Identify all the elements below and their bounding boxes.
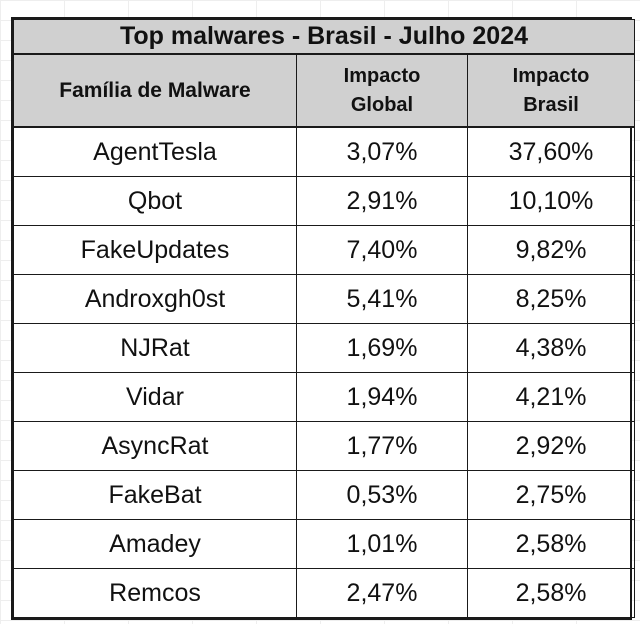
cell-global-impact[interactable]: 2,91% (296, 176, 468, 226)
cell-family[interactable]: Qbot (13, 176, 297, 226)
cell-brasil-impact[interactable]: 2,75% (466, 470, 636, 520)
cell-brasil-impact[interactable]: 4,38% (466, 323, 636, 373)
cell-family[interactable]: Vidar (13, 372, 297, 422)
header-brasil-line1: Impacto (512, 64, 590, 87)
cell-global-impact[interactable]: 1,94% (296, 372, 468, 422)
table-row: Amadey 1,01% 2,58% (13, 519, 636, 569)
table-row: AsyncRat 1,77% 2,92% (13, 421, 636, 471)
cell-brasil-impact[interactable]: 2,58% (466, 568, 636, 618)
table-row: Remcos 2,47% 2,58% (13, 568, 636, 618)
table-row: FakeUpdates 7,40% 9,82% (13, 225, 636, 275)
table-row: Qbot 2,91% 10,10% (13, 176, 636, 226)
table-row: Androxgh0st 5,41% 8,25% (13, 274, 636, 324)
header-global-line2: Global (350, 93, 414, 116)
header-global-line1: Impacto (343, 64, 421, 87)
cell-brasil-impact[interactable]: 2,58% (466, 519, 636, 569)
header-family-label: Família de Malware (59, 79, 251, 102)
cell-brasil-impact[interactable]: 37,60% (466, 126, 636, 177)
cell-family[interactable]: Amadey (13, 519, 297, 569)
header-global-impact[interactable]: Impacto Global (296, 53, 468, 128)
malware-table: Top malwares - Brasil - Julho 2024 Famíl… (12, 19, 636, 618)
cell-global-impact[interactable]: 0,53% (296, 470, 468, 520)
header-family[interactable]: Família de Malware (13, 53, 297, 128)
cell-family[interactable]: AsyncRat (13, 421, 297, 471)
cell-global-impact[interactable]: 2,47% (296, 568, 468, 618)
table-row: AgentTesla 3,07% 37,60% (13, 126, 636, 177)
cell-family[interactable]: AgentTesla (13, 126, 297, 177)
table-row: FakeBat 0,53% 2,75% (13, 470, 636, 520)
table-title[interactable]: Top malwares - Brasil - Julho 2024 (12, 19, 636, 55)
cell-family[interactable]: FakeUpdates (13, 225, 297, 275)
cell-brasil-impact[interactable]: 9,82% (466, 225, 636, 275)
cell-family[interactable]: Remcos (13, 568, 297, 618)
header-brasil-impact[interactable]: Impacto Brasil (466, 53, 636, 128)
cell-brasil-impact[interactable]: 8,25% (466, 274, 636, 324)
cell-brasil-impact[interactable]: 10,10% (466, 176, 636, 226)
table-row: Vidar 1,94% 4,21% (13, 372, 636, 422)
cell-brasil-impact[interactable]: 2,92% (466, 421, 636, 471)
cell-global-impact[interactable]: 3,07% (296, 126, 468, 177)
cell-family[interactable]: Androxgh0st (13, 274, 297, 324)
cell-brasil-impact[interactable]: 4,21% (466, 372, 636, 422)
header-brasil-line2: Brasil (523, 93, 579, 116)
cell-global-impact[interactable]: 1,01% (296, 519, 468, 569)
cell-global-impact[interactable]: 1,77% (296, 421, 468, 471)
cell-family[interactable]: NJRat (13, 323, 297, 373)
cell-global-impact[interactable]: 1,69% (296, 323, 468, 373)
malware-table-container: Top malwares - Brasil - Julho 2024 Famíl… (11, 17, 636, 620)
cell-global-impact[interactable]: 7,40% (296, 225, 468, 275)
table-row: NJRat 1,69% 4,38% (13, 323, 636, 373)
cell-global-impact[interactable]: 5,41% (296, 274, 468, 324)
cell-family[interactable]: FakeBat (13, 470, 297, 520)
